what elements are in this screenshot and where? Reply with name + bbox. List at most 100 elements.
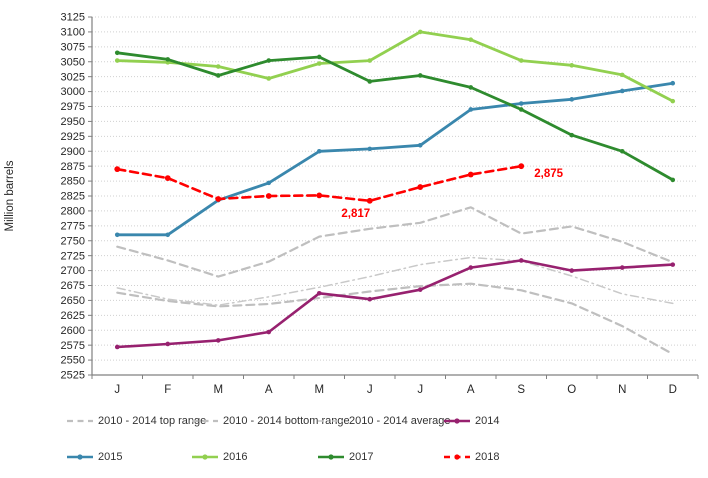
series-2014	[114, 258, 676, 350]
data-point	[165, 232, 171, 238]
data-point	[215, 64, 221, 69]
data-point	[619, 88, 625, 94]
y-tick-label: 2950	[61, 116, 85, 128]
value-annotation: 2,875	[534, 168, 563, 180]
data-point	[417, 73, 423, 78]
y-tick-label: 3075	[61, 41, 85, 53]
data-point	[367, 58, 373, 63]
y-tick-label: 2800	[61, 206, 85, 218]
data-point	[114, 232, 120, 238]
data-point	[165, 57, 171, 62]
data-point	[266, 180, 272, 186]
data-point	[569, 97, 575, 102]
data-point	[417, 287, 423, 292]
data-point	[518, 163, 525, 170]
x-tick-label: J	[367, 384, 373, 396]
legend-label: 2015	[98, 451, 123, 463]
data-point	[266, 58, 272, 63]
legend-line-sample	[192, 419, 218, 423]
data-point	[670, 98, 676, 104]
data-point	[215, 196, 222, 202]
data-point	[114, 344, 120, 350]
series-2017	[114, 50, 676, 183]
y-axis: 2525 2550 2575 2600 2625 2650 2675 2700 2725 2750…	[61, 12, 93, 382]
legend-item-2018: 2018	[443, 450, 499, 464]
data-point	[467, 171, 474, 178]
data-point	[114, 50, 120, 56]
series-2016	[114, 29, 676, 104]
data-point	[215, 338, 221, 343]
y-tick-label: 2575	[61, 340, 85, 352]
data-point	[215, 73, 221, 78]
series-2010-2014-top-range	[116, 206, 674, 278]
legend-item-average: 2010 - 2014 average	[317, 414, 451, 428]
legend-line-sample	[192, 454, 218, 460]
legend-line-sample	[67, 419, 93, 423]
data-point	[114, 58, 120, 63]
y-tick-label: 2850	[61, 176, 85, 188]
data-point	[518, 107, 524, 112]
legend-item-top-range: 2010 - 2014 top range	[66, 414, 206, 428]
y-tick-label: 2775	[61, 220, 85, 232]
data-point	[619, 265, 625, 270]
legend-line-sample	[67, 454, 93, 460]
x-tick-label: S	[517, 384, 525, 396]
data-point	[316, 192, 323, 199]
series-2018	[114, 163, 525, 204]
legend-item-2014: 2014	[443, 414, 499, 428]
x-tick-label: F	[164, 384, 171, 396]
x-tick-label: A	[265, 384, 273, 396]
legend-item-2017: 2017	[317, 450, 373, 464]
y-tick-label: 3050	[61, 56, 85, 68]
legend-line-sample	[444, 418, 470, 424]
data-point	[518, 101, 524, 106]
y-tick-label: 2600	[61, 325, 85, 337]
y-tick-label: 2725	[61, 250, 85, 262]
data-point	[265, 193, 272, 199]
data-point	[316, 148, 322, 154]
data-point	[114, 166, 121, 173]
y-tick-label: 2925	[61, 131, 85, 143]
data-point	[518, 58, 524, 63]
x-tick-label: M	[213, 384, 223, 396]
legend-label: 2018	[475, 451, 500, 463]
legend-label: 2017	[349, 451, 374, 463]
x-tick-label: A	[467, 384, 475, 396]
y-tick-label: 2875	[61, 161, 85, 173]
data-point	[468, 37, 474, 42]
legend-item-2015: 2015	[66, 450, 122, 464]
data-point	[569, 268, 575, 273]
data-point	[164, 175, 171, 182]
y-tick-label: 2675	[61, 280, 85, 292]
data-point	[367, 146, 373, 152]
y-tick-label: 2650	[61, 295, 85, 307]
series-2015	[114, 80, 676, 238]
data-point	[316, 290, 322, 296]
data-point	[468, 107, 474, 112]
data-point	[165, 341, 171, 347]
x-tick-label: M	[314, 384, 324, 396]
legend-item-bottom-range: 2010 - 2014 bottom range	[191, 414, 350, 428]
data-point	[670, 262, 676, 267]
data-point	[417, 142, 423, 148]
legend-label: 2016	[223, 451, 248, 463]
data-point	[367, 296, 373, 302]
data-point	[417, 184, 424, 190]
series-2010-2014-average	[116, 256, 674, 306]
y-tick-label: 2625	[61, 310, 85, 322]
legend-line-sample	[318, 420, 344, 422]
legend-label: 2010 - 2014 average	[349, 415, 451, 427]
y-tick-label: 2700	[61, 265, 85, 277]
legend-label: 2014	[475, 415, 500, 427]
legend-label: 2010 - 2014 top range	[98, 415, 207, 427]
data-point	[417, 29, 423, 35]
x-tick-label: N	[618, 384, 626, 396]
legend-line-sample	[444, 454, 470, 460]
y-tick-label: 2550	[61, 355, 85, 367]
data-point	[670, 80, 676, 86]
data-point	[619, 148, 625, 154]
data-point	[569, 63, 575, 68]
data-point	[569, 132, 575, 138]
x-tick-label: O	[567, 384, 576, 396]
